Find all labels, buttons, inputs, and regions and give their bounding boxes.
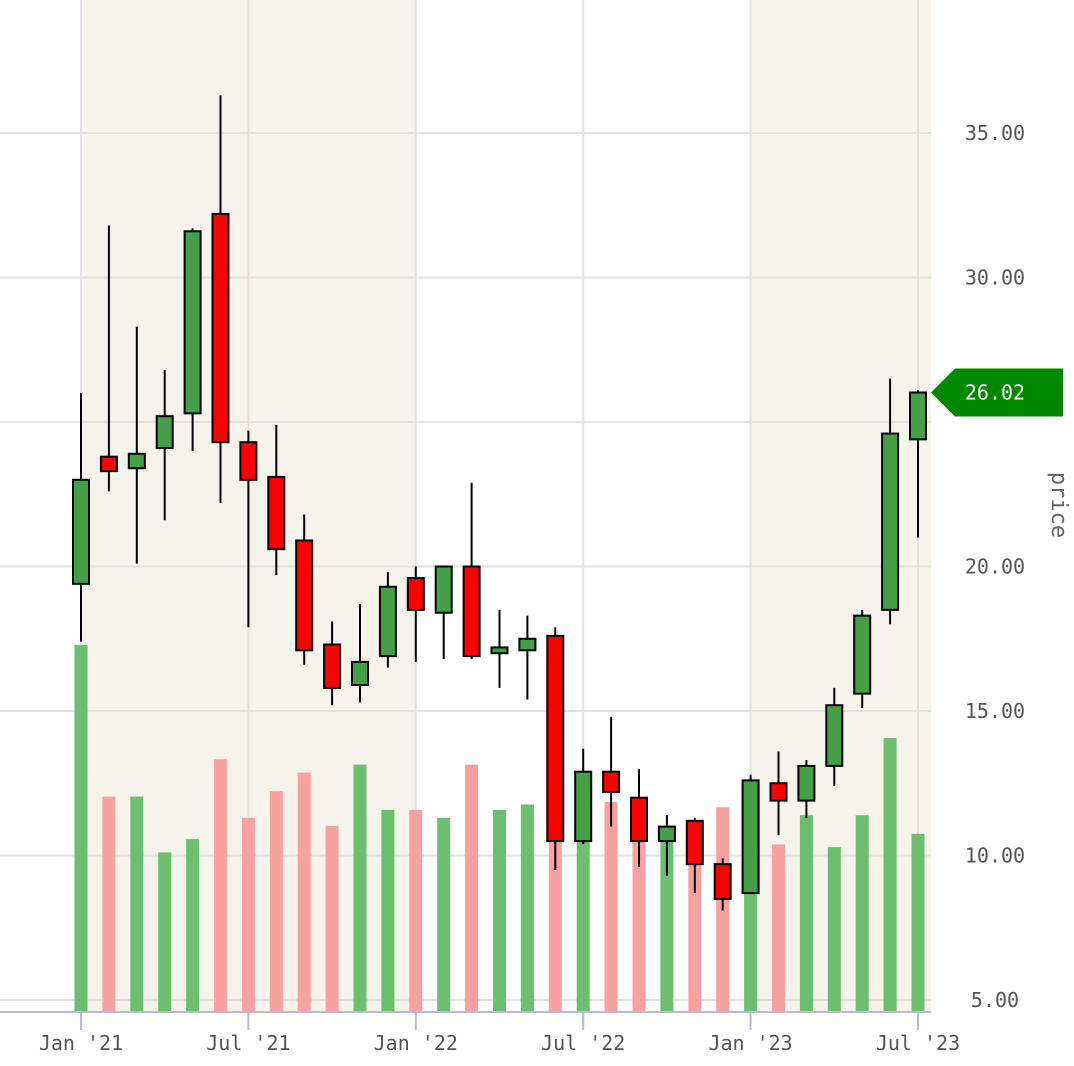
candle-body: [657, 825, 676, 843]
candle-body: [713, 863, 732, 900]
volume-bar: [437, 817, 451, 1012]
x-tick-label: Jan '22: [374, 1031, 458, 1055]
volume-bar: [102, 796, 116, 1012]
candle-body: [630, 796, 648, 843]
candle-body: [462, 565, 481, 658]
volume-bar: [325, 825, 339, 1012]
volume-bar: [660, 825, 674, 1012]
candle-body: [323, 643, 342, 689]
candle-body: [72, 478, 90, 585]
x-tick-label: Jan '21: [39, 1031, 123, 1055]
price-candles: [72, 95, 927, 911]
y-tick-label: 20.00: [965, 555, 1025, 579]
volume-bar: [158, 852, 172, 1012]
candle-body: [518, 637, 537, 652]
candle-body: [769, 782, 788, 802]
last-price-tag: [931, 368, 1063, 417]
volume-bar: [493, 809, 506, 1012]
x-tick-label: Jul '23: [876, 1031, 960, 1055]
y-tick-label: 15.00: [965, 699, 1025, 723]
candle-body: [546, 634, 565, 843]
candle-body: [295, 539, 314, 652]
tick-labels: 5.00 10.00 15.00 20.00 30.00 35.00 Jan '21 Jul …: [39, 121, 1025, 1055]
y-axis-label: price: [1046, 472, 1071, 538]
candle-body: [574, 770, 593, 843]
volume-bar: [855, 815, 869, 1012]
candle-body: [183, 230, 202, 415]
candle-body: [127, 452, 146, 470]
candle-body: [825, 704, 844, 767]
last-price-marker: 26.02: [931, 368, 1063, 417]
volume-bar: [381, 809, 395, 1012]
volume-bar: [269, 791, 283, 1012]
candle-body: [99, 455, 118, 473]
volume-bar: [911, 833, 925, 1012]
candle-body: [406, 577, 425, 611]
x-tick-label: Jan '23: [708, 1031, 792, 1055]
candle-body: [378, 585, 397, 658]
volume-bar: [604, 801, 618, 1012]
volume-bar: [465, 764, 479, 1012]
y-tick-label: 30.00: [965, 266, 1025, 290]
volume-bar: [74, 644, 88, 1012]
volume-bar: [688, 825, 702, 1012]
volume-bars: [74, 644, 925, 1012]
volume-bar: [241, 817, 255, 1012]
candle-body: [909, 391, 927, 441]
candle-body: [741, 779, 760, 895]
volume-bar: [353, 764, 367, 1012]
axes: [0, 1011, 931, 1030]
volume-bar: [186, 839, 200, 1012]
volume-bar: [883, 738, 897, 1012]
candle-body: [267, 475, 286, 551]
volume-bar: [576, 833, 590, 1012]
year-shade-band: [750, 0, 931, 1012]
volume-bar: [297, 772, 311, 1012]
candle-body: [211, 212, 230, 444]
volume-bar: [520, 804, 534, 1012]
volume-bar: [799, 815, 813, 1012]
volume-bar: [772, 844, 785, 1012]
x-tick-label: Jul '21: [206, 1031, 290, 1055]
volume-bar: [214, 759, 227, 1012]
volume-bar: [827, 847, 841, 1012]
y-tick-label: 5.00: [971, 988, 1019, 1012]
candle-body: [881, 432, 900, 611]
candle-body: [797, 764, 816, 802]
volume-bar: [632, 820, 646, 1012]
candle-body: [434, 565, 453, 614]
candle-body: [351, 660, 369, 686]
candle-body: [685, 819, 704, 866]
candle-body: [853, 614, 872, 695]
x-tick-label: Jul '22: [541, 1031, 625, 1055]
candle-body: [239, 441, 258, 481]
candle-body: [155, 415, 174, 450]
y-tick-label: 35.00: [965, 121, 1025, 145]
candle-body: [490, 646, 509, 655]
volume-bar: [130, 796, 144, 1012]
last-price-label: 26.02: [965, 381, 1025, 405]
candle-body: [602, 770, 621, 793]
volume-bar: [409, 809, 423, 1012]
y-tick-label: 10.00: [965, 844, 1025, 868]
